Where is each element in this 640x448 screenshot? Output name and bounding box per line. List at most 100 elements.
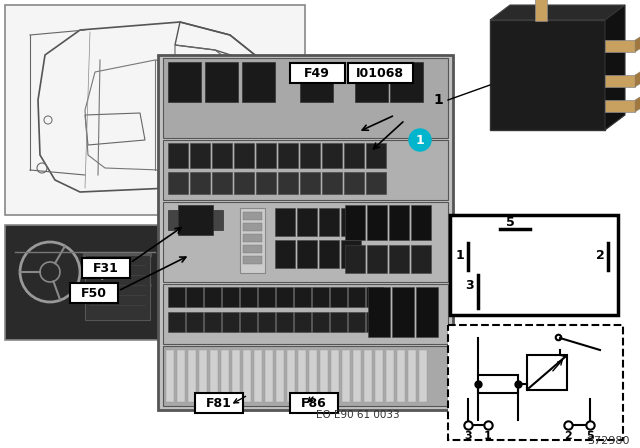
Bar — [341, 208, 361, 236]
Bar — [345, 205, 365, 240]
Bar — [389, 205, 409, 240]
Bar — [364, 350, 372, 402]
Bar — [199, 350, 207, 402]
Bar — [297, 208, 317, 236]
Polygon shape — [635, 70, 640, 87]
Bar — [178, 205, 213, 235]
Polygon shape — [635, 35, 640, 52]
Bar — [186, 312, 203, 332]
Bar — [411, 205, 431, 240]
Bar — [163, 346, 448, 406]
Bar — [163, 202, 448, 282]
Bar — [265, 350, 273, 402]
Bar — [345, 245, 365, 273]
Bar — [342, 350, 350, 402]
Bar — [355, 62, 388, 102]
Bar — [366, 287, 383, 307]
Bar — [448, 325, 623, 440]
Bar — [331, 350, 339, 402]
Bar — [368, 287, 390, 337]
Bar — [330, 287, 347, 307]
Polygon shape — [635, 95, 640, 112]
Bar — [294, 312, 311, 332]
Bar — [300, 172, 320, 194]
Bar — [527, 355, 567, 390]
Bar — [392, 287, 414, 337]
Bar — [204, 312, 221, 332]
Circle shape — [164, 77, 186, 99]
Polygon shape — [490, 5, 625, 20]
Bar — [309, 350, 317, 402]
Bar — [366, 143, 386, 168]
Bar — [168, 172, 188, 194]
Bar — [330, 312, 347, 332]
Text: 1: 1 — [415, 134, 424, 146]
Bar — [234, 143, 254, 168]
Bar — [212, 143, 232, 168]
Text: 1: 1 — [484, 431, 492, 441]
Polygon shape — [605, 5, 625, 130]
Bar — [276, 350, 284, 402]
Bar — [344, 172, 364, 194]
Bar — [297, 240, 317, 268]
Text: F31: F31 — [93, 262, 119, 275]
Text: 3: 3 — [466, 279, 474, 292]
Bar — [367, 205, 387, 240]
Bar — [232, 350, 240, 402]
Bar — [319, 208, 339, 236]
Bar — [390, 62, 423, 102]
Bar — [348, 63, 413, 83]
Text: 5: 5 — [586, 431, 594, 441]
Bar — [367, 245, 387, 273]
Bar — [5, 225, 160, 340]
Bar — [605, 75, 635, 87]
Bar — [276, 312, 293, 332]
Bar — [448, 5, 635, 205]
Bar — [397, 350, 405, 402]
Bar — [312, 312, 329, 332]
Bar — [450, 215, 618, 315]
Bar — [348, 312, 365, 332]
Text: I01068: I01068 — [356, 66, 404, 79]
Text: 1: 1 — [433, 93, 443, 107]
Bar — [222, 312, 239, 332]
Bar — [163, 284, 448, 344]
Bar — [190, 172, 210, 194]
Bar — [243, 245, 262, 253]
Bar — [163, 140, 448, 200]
Bar — [344, 143, 364, 168]
Bar — [278, 143, 298, 168]
Bar — [70, 283, 118, 303]
Bar — [408, 350, 416, 402]
Bar — [222, 287, 239, 307]
Bar — [320, 350, 328, 402]
Text: F86: F86 — [301, 396, 327, 409]
Bar — [256, 172, 276, 194]
Bar — [221, 350, 229, 402]
Bar — [243, 234, 262, 242]
Bar — [186, 287, 203, 307]
Bar — [82, 258, 130, 278]
Text: 372980: 372980 — [588, 436, 630, 446]
Bar — [416, 287, 438, 337]
Bar — [419, 350, 427, 402]
Bar — [389, 245, 409, 273]
Bar — [275, 208, 295, 236]
Text: 5: 5 — [506, 215, 515, 228]
Bar — [278, 172, 298, 194]
Bar — [300, 143, 320, 168]
Bar — [348, 287, 365, 307]
Bar — [319, 240, 339, 268]
Bar — [275, 240, 295, 268]
Bar — [322, 172, 342, 194]
Text: F49: F49 — [304, 66, 330, 79]
Bar — [276, 287, 293, 307]
Bar — [298, 350, 306, 402]
Bar — [375, 350, 383, 402]
Bar — [254, 350, 262, 402]
Bar — [490, 20, 605, 130]
Circle shape — [409, 129, 431, 151]
Text: 2: 2 — [596, 249, 604, 262]
Bar — [240, 312, 257, 332]
Bar — [205, 62, 238, 102]
